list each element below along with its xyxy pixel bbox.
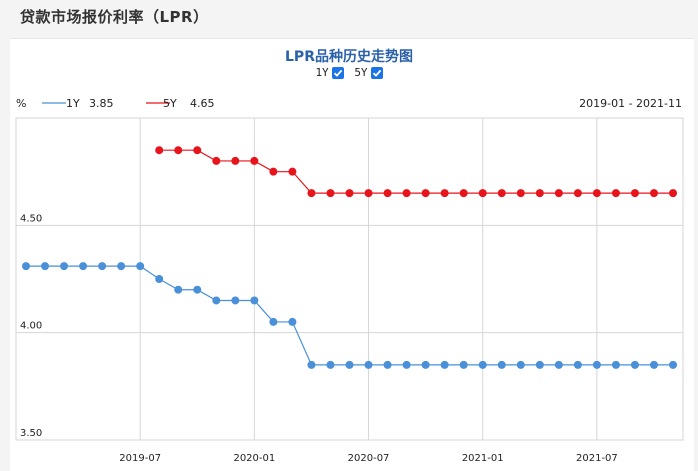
data-point-5y[interactable] — [535, 189, 544, 198]
plot-frame — [15, 117, 684, 441]
y-tick-label: 4.50 — [20, 213, 42, 224]
data-point-1y[interactable] — [611, 360, 620, 369]
data-point-1y[interactable] — [516, 360, 525, 369]
x-tick-label: 2020-01 — [233, 453, 275, 464]
data-point-1y[interactable] — [592, 360, 601, 369]
data-point-5y[interactable] — [611, 189, 620, 198]
y-tick-label: 3.50 — [20, 428, 42, 439]
data-point-1y[interactable] — [250, 296, 259, 305]
data-point-1y[interactable] — [402, 360, 411, 369]
data-point-1y[interactable] — [79, 262, 88, 271]
data-point-1y[interactable] — [669, 360, 678, 369]
data-point-5y[interactable] — [592, 189, 601, 198]
data-point-1y[interactable] — [440, 360, 449, 369]
data-point-5y[interactable] — [573, 189, 582, 198]
data-point-1y[interactable] — [326, 360, 335, 369]
data-point-5y[interactable] — [630, 189, 639, 198]
toggle-1y[interactable]: 1Y — [315, 66, 344, 79]
data-point-1y[interactable] — [269, 317, 278, 326]
data-point-5y[interactable] — [440, 189, 449, 198]
data-point-5y[interactable] — [193, 146, 202, 155]
y-unit-label: % — [16, 97, 26, 110]
x-tick-label: 2020-07 — [348, 453, 390, 464]
data-point-5y[interactable] — [669, 189, 678, 198]
check-icon — [372, 69, 381, 77]
data-point-1y[interactable] — [22, 262, 30, 271]
data-point-1y[interactable] — [307, 360, 316, 369]
x-tick-label: 2019-07 — [119, 453, 161, 464]
legend-layer: % 1Y 3.85 5Y 4.65 2019-01 - 2021-11 — [16, 97, 682, 110]
toggle-1y-label: 1Y — [315, 66, 329, 79]
data-point-1y[interactable] — [497, 360, 506, 369]
data-point-1y[interactable] — [421, 360, 430, 369]
y-tick-label: 4.00 — [20, 321, 42, 332]
data-point-1y[interactable] — [573, 360, 582, 369]
data-point-5y[interactable] — [516, 189, 525, 198]
data-point-5y[interactable] — [554, 189, 563, 198]
chart-panel — [10, 38, 694, 471]
toggle-5y[interactable]: 5Y — [354, 66, 383, 79]
data-point-5y[interactable] — [155, 146, 164, 155]
data-point-5y[interactable] — [364, 189, 373, 198]
data-point-1y[interactable] — [630, 360, 639, 369]
data-point-1y[interactable] — [288, 317, 297, 326]
data-point-5y[interactable] — [269, 167, 278, 176]
data-point-1y[interactable] — [649, 360, 658, 369]
data-point-5y[interactable] — [288, 167, 297, 176]
data-point-1y[interactable] — [554, 360, 563, 369]
legend-5y-value: 4.65 — [190, 97, 215, 110]
series-line-5y — [159, 149, 674, 194]
data-point-1y[interactable] — [60, 262, 69, 271]
date-range: 2019-01 - 2021-11 — [579, 97, 682, 110]
data-point-5y[interactable] — [345, 189, 354, 198]
grid-layer — [15, 117, 684, 441]
data-point-1y[interactable] — [478, 360, 487, 369]
data-point-1y[interactable] — [535, 360, 544, 369]
data-point-5y[interactable] — [231, 156, 240, 165]
legend-5y-name: 5Y — [163, 97, 177, 110]
data-point-5y[interactable] — [250, 156, 259, 165]
data-point-1y[interactable] — [98, 262, 107, 271]
toggle-5y-label: 5Y — [354, 66, 368, 79]
chart-title: LPR品种历史走势图 — [285, 49, 413, 65]
data-point-5y[interactable] — [307, 189, 316, 198]
data-point-1y[interactable] — [193, 285, 202, 294]
data-point-1y[interactable] — [155, 274, 164, 283]
series-layer — [22, 146, 678, 369]
data-point-1y[interactable] — [212, 296, 221, 305]
data-point-5y[interactable] — [326, 189, 335, 198]
data-point-1y[interactable] — [117, 262, 126, 271]
data-point-1y[interactable] — [174, 285, 183, 294]
data-point-1y[interactable] — [345, 360, 354, 369]
series-toggles: 1Y 5Y — [0, 66, 698, 79]
data-point-5y[interactable] — [459, 189, 468, 198]
data-point-1y[interactable] — [383, 360, 392, 369]
data-point-5y[interactable] — [478, 189, 487, 198]
data-point-5y[interactable] — [421, 189, 430, 198]
data-point-5y[interactable] — [383, 189, 392, 198]
data-point-1y[interactable] — [41, 262, 50, 271]
legend-1y-value: 3.85 — [89, 97, 114, 110]
toggle-5y-checkbox[interactable] — [370, 66, 383, 79]
data-point-1y[interactable] — [231, 296, 240, 305]
toggle-1y-checkbox[interactable] — [331, 66, 344, 79]
page-title: 贷款市场报价利率（LPR） — [20, 8, 209, 26]
data-point-1y[interactable] — [364, 360, 373, 369]
data-point-1y[interactable] — [136, 262, 145, 271]
data-point-5y[interactable] — [212, 156, 221, 165]
data-point-5y[interactable] — [174, 146, 183, 155]
x-tick-label: 2021-01 — [462, 453, 504, 464]
legend-1y-name: 1Y — [66, 97, 80, 110]
data-point-5y[interactable] — [402, 189, 411, 198]
data-point-1y[interactable] — [459, 360, 468, 369]
axis-layer: 3.50 4.00 4.50 2019-07 2020-01 2020-07 2021-01… — [20, 213, 618, 464]
x-tick-label: 2021-07 — [576, 453, 618, 464]
data-point-5y[interactable] — [649, 189, 658, 198]
series-line-1y — [26, 265, 674, 366]
data-point-5y[interactable] — [497, 189, 506, 198]
check-icon — [333, 69, 342, 77]
